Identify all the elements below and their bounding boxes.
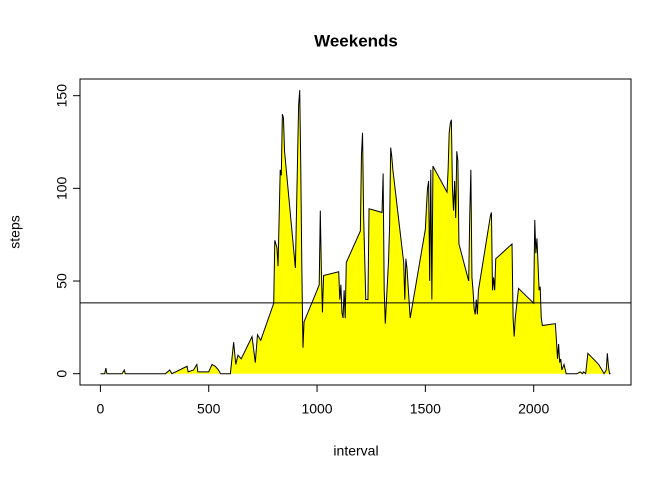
y-tick-label: 50	[54, 273, 70, 289]
y-tick-label: 150	[54, 84, 70, 108]
x-tick-label: 500	[197, 401, 221, 417]
y-tick-label: 100	[54, 176, 70, 200]
chart-title: Weekends	[314, 31, 398, 50]
x-tick-label: 1000	[301, 401, 332, 417]
y-tick-label: 0	[54, 370, 70, 378]
area-fill	[100, 90, 611, 374]
x-tick-label: 0	[97, 401, 105, 417]
x-tick-label: 2000	[518, 401, 549, 417]
x-axis-label: interval	[333, 443, 378, 459]
x-tick-label: 1500	[410, 401, 441, 417]
line	[100, 90, 611, 375]
y-axis-label: steps	[7, 215, 23, 248]
